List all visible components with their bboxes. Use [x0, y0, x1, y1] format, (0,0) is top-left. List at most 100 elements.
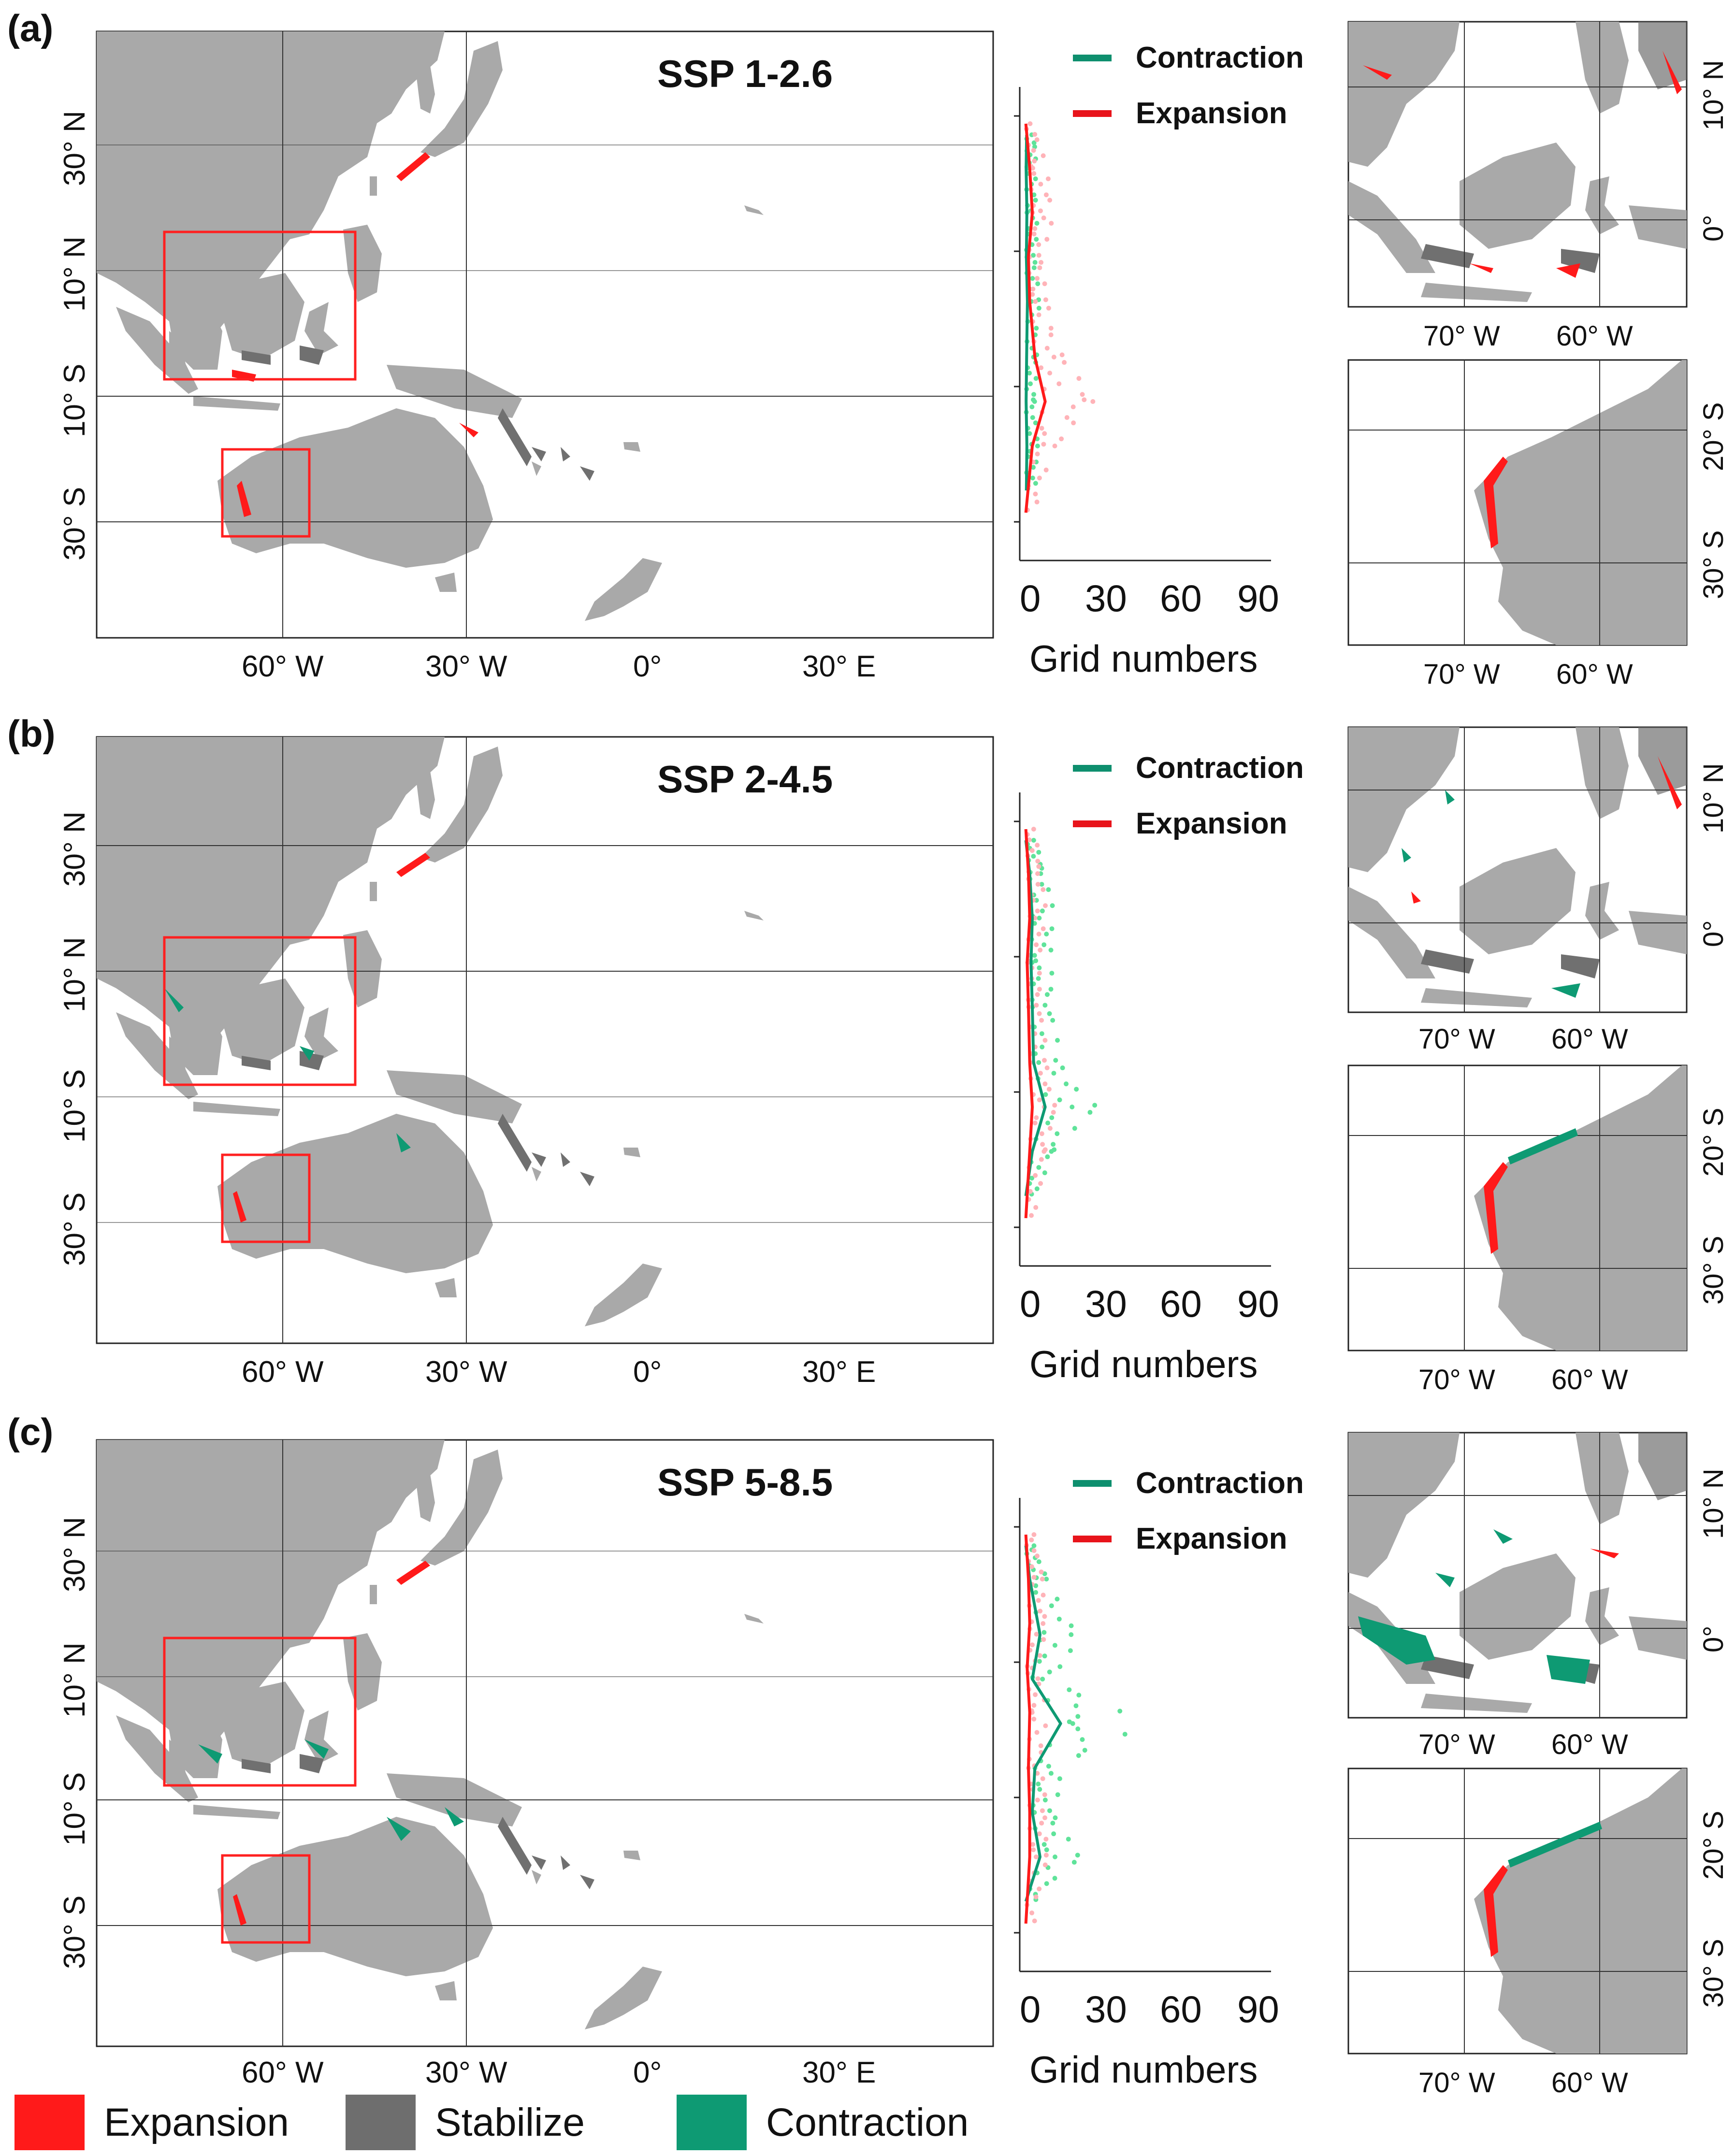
grid-count-point	[1076, 376, 1082, 381]
grid-count-point	[1040, 908, 1045, 914]
grid-count-point	[1043, 1853, 1049, 1858]
x-tick-label: 70° W	[1418, 1023, 1495, 1055]
grid-count-point	[1029, 1564, 1034, 1569]
y-tick-label: 10° N	[1698, 763, 1729, 834]
grid-count-point	[1038, 948, 1043, 953]
grid-count-point	[1034, 137, 1040, 143]
grid-count-point	[1033, 1854, 1039, 1859]
inset-west-australia-labels: 70° W 60° W 20° S 30° S	[1418, 1811, 1729, 2099]
legend-label: Stabilize	[435, 2100, 585, 2144]
grid-count-point	[1040, 1808, 1045, 1813]
grid-count-point	[1031, 1543, 1037, 1548]
grid-count-point	[1069, 1623, 1074, 1628]
x-tick-label: 60	[1160, 1282, 1202, 1325]
grid-count-point	[1048, 332, 1054, 337]
y-tick-label: 20° S	[1698, 1107, 1729, 1177]
grid-count-point	[1036, 1782, 1041, 1787]
y-tick-label: 10° N	[58, 1642, 91, 1718]
legend-swatch-stabilize	[346, 2095, 416, 2150]
grid-count-point	[1034, 221, 1040, 226]
grid-count-point	[1046, 305, 1051, 311]
grid-count-point	[1032, 158, 1037, 164]
grid-count-point	[1031, 253, 1036, 258]
grid-count-point	[1062, 360, 1067, 365]
contraction-density-line	[1024, 840, 1047, 1196]
grid-count-point	[1035, 451, 1040, 457]
expansion-cells	[233, 853, 430, 1222]
inset-southeast-asia	[1347, 1432, 1688, 1719]
inset-box-southeast-asia	[163, 1637, 357, 1787]
grid-count-point	[1050, 903, 1055, 908]
y-tick-label: 0°	[1698, 1626, 1729, 1653]
grid-count-point	[1035, 1797, 1040, 1803]
grid-count-point	[1036, 305, 1041, 311]
y-tick-label: 30° N	[58, 111, 91, 186]
grid-count-point	[1044, 1881, 1049, 1886]
grid-count-point	[1037, 475, 1042, 481]
x-tick-label: 0	[1020, 577, 1041, 619]
grid-count-point	[1041, 1058, 1047, 1063]
inset-box-west-australia	[221, 1854, 311, 1944]
grid-count-point	[1051, 1831, 1056, 1837]
legend-label: Expansion	[1136, 807, 1287, 840]
x-tick-label: 30	[1085, 1988, 1127, 2030]
grid-count-point	[1037, 916, 1042, 920]
grid-count-point	[1029, 1910, 1035, 1915]
side-plot-curves	[1024, 827, 1098, 1219]
x-tick-label: 30	[1085, 1282, 1127, 1325]
legend-label: Contraction	[766, 2100, 969, 2144]
inset-west-australia	[1347, 1768, 1688, 2055]
grid-count-point	[1035, 859, 1041, 864]
grid-count-point	[1041, 942, 1047, 948]
grid-count-point	[1032, 916, 1038, 920]
contraction-density-line	[1025, 134, 1029, 491]
side-plot-curves	[1024, 121, 1096, 513]
y-tick-label: 0°	[1698, 920, 1729, 947]
grid-count-point	[1040, 1142, 1045, 1147]
grid-count-point	[1070, 1105, 1075, 1109]
grid-count-point	[1027, 121, 1033, 126]
grid-count-point	[1075, 1714, 1081, 1719]
grid-count-point	[1036, 1165, 1041, 1170]
grid-count-point	[1042, 1038, 1048, 1043]
grid-count-point	[1055, 1038, 1060, 1043]
scenario-title: SSP 5-8.5	[657, 1461, 833, 1504]
panel-a: (a) SSP 1-2.6 60° W 30° W	[7, 7, 1729, 690]
grid-count-point	[1033, 1583, 1039, 1588]
grid-count-point	[1032, 260, 1038, 265]
y-tick-label: 30° S	[58, 487, 91, 561]
x-tick-label: 30° E	[802, 650, 876, 683]
grid-count-point	[1036, 1060, 1041, 1065]
grid-count-point	[1041, 442, 1046, 447]
expansion-density-line	[1024, 1534, 1031, 1924]
grid-count-point	[1033, 1590, 1039, 1595]
x-tick-label: 70° W	[1418, 1729, 1495, 1760]
grid-count-point	[1031, 1532, 1037, 1537]
grid-count-point	[1055, 1792, 1060, 1797]
grid-count-point	[1042, 1614, 1047, 1619]
grid-count-point	[1048, 326, 1054, 331]
grid-count-point	[1031, 827, 1036, 832]
grid-count-point	[1037, 1011, 1042, 1016]
grid-count-point	[1035, 908, 1040, 914]
grid-count-point	[1033, 176, 1038, 182]
grid-count-point	[1031, 1548, 1037, 1553]
grid-count-point	[1034, 1632, 1039, 1637]
grid-count-point	[1073, 1703, 1079, 1709]
grid-count-point	[1042, 1815, 1048, 1821]
panel-b: (b) SSP 2-4.5	[7, 712, 1729, 1395]
grid-count-point	[1033, 1894, 1039, 1899]
grid-count-point	[1029, 1538, 1034, 1543]
grid-count-point	[1049, 221, 1054, 226]
grid-count-point	[1042, 1170, 1047, 1176]
grid-count-point	[1030, 292, 1035, 297]
grid-count-point	[1035, 1553, 1040, 1559]
grid-count-point	[1053, 1815, 1058, 1821]
grid-count-point	[1067, 1687, 1072, 1693]
grid-count-point	[1033, 299, 1038, 304]
grid-count-point	[1041, 1630, 1047, 1635]
inset-west-australia	[1347, 1064, 1688, 1351]
grid-count-point	[1037, 1831, 1042, 1837]
grid-count-point	[1035, 871, 1041, 876]
